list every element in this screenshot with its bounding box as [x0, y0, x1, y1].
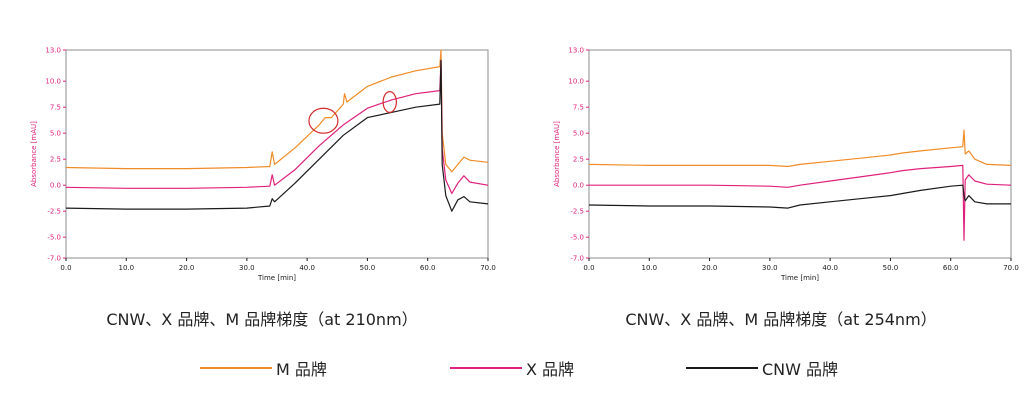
chart-254nm-svg: -7.0 -5.0 -2.5 0.0 2.5 5.0 7.5 10.0 13.0 0.0 10.0 2… — [553, 47, 1019, 283]
left-y-tick-label: 2.5 — [50, 156, 61, 164]
right-series-cnw-line — [588, 184, 1011, 209]
right-x-tick-label: 70.0 — [1003, 264, 1019, 272]
left-y-axis-label: Absorbance [mAU] — [30, 121, 38, 187]
right-y-tick-label: 13.0 — [568, 47, 584, 55]
right-plot-frame — [588, 49, 1012, 259]
left-x-tick-label: 10.0 — [118, 264, 134, 272]
right-y-tick-label: 0.0 — [573, 182, 584, 190]
caption-210nm: CNW、X 品牌、M 品牌梯度（at 210nm） — [106, 310, 418, 329]
legend-swatch-m-brand — [200, 367, 272, 369]
legend-label-cnw-brand: CNW 品牌 — [762, 360, 839, 379]
left-annotation-ellipse-2 — [382, 90, 397, 113]
left-y-tick-label: 5.0 — [50, 130, 61, 138]
right-x-tick-label: 30.0 — [762, 264, 778, 272]
legend-label-x-brand: X 品牌 — [526, 360, 575, 379]
right-y-axis-label: Absorbance [mAU] — [553, 121, 561, 187]
chart-210nm-svg: -7.0 -5.0 -2.5 0.0 2.5 5.0 7.5 10.0 13.0 0.0 10.0 2… — [30, 47, 496, 283]
right-y-tick-label: 2.5 — [573, 156, 584, 164]
chart-254nm: -7.0 -5.0 -2.5 0.0 2.5 5.0 7.5 10.0 13.0 0.0 10.0 2… — [547, 40, 1019, 285]
legend-item-m-brand: M 品牌 — [200, 359, 327, 379]
legend-swatch-cnw-brand — [686, 367, 758, 369]
left-annotation-ellipse-1 — [308, 107, 339, 134]
left-y-tick-label: 10.0 — [45, 78, 61, 86]
left-x-tick-label: 50.0 — [360, 264, 376, 272]
left-y-tick-label: -7.0 — [47, 255, 61, 263]
right-series-m-line — [588, 129, 1012, 168]
left-x-tick-label: 0.0 — [60, 264, 71, 272]
right-x-axis-label: Time [min] — [780, 274, 819, 282]
right-x-tick-label: 60.0 — [943, 264, 959, 272]
left-y-tick-label: 13.0 — [45, 47, 61, 55]
left-x-tick-label: 30.0 — [239, 264, 255, 272]
right-y-tick-label: -7.0 — [570, 255, 584, 263]
right-y-tick-label: 7.5 — [573, 104, 584, 112]
right-x-tick-label: 50.0 — [883, 264, 899, 272]
legend-label-m-brand: M 品牌 — [276, 360, 327, 379]
left-x-tick-label: 60.0 — [420, 264, 436, 272]
left-y-tick-label: -5.0 — [47, 234, 61, 242]
right-x-tick-label: 20.0 — [702, 264, 718, 272]
caption-254nm: CNW、X 品牌、M 品牌梯度（at 254nm） — [625, 310, 937, 329]
right-series-x-line — [589, 164, 1012, 241]
legend-item-cnw-brand: CNW 品牌 — [686, 359, 839, 379]
right-y-tick-label: -5.0 — [570, 234, 584, 242]
left-y-tick-label: 7.5 — [50, 104, 61, 112]
legend-swatch-x-brand — [450, 367, 522, 369]
left-x-tick-label: 40.0 — [299, 264, 315, 272]
left-x-tick-label: 70.0 — [480, 264, 496, 272]
left-y-tick-label: 0.0 — [50, 182, 61, 190]
right-x-tick-label: 10.0 — [641, 264, 657, 272]
right-y-tick-label: 10.0 — [568, 78, 584, 86]
left-series-m-line — [65, 49, 489, 173]
left-plot-frame — [65, 49, 489, 259]
left-series-x-line — [65, 59, 489, 195]
right-x-tick-label: 40.0 — [822, 264, 838, 272]
left-y-tick-label: -2.5 — [47, 208, 61, 216]
right-y-tick-label: -2.5 — [570, 208, 584, 216]
left-x-axis-label: Time [min] — [257, 274, 296, 282]
right-y-tick-label: 5.0 — [573, 130, 584, 138]
left-x-tick-label: 20.0 — [179, 264, 195, 272]
legend-item-x-brand: X 品牌 — [450, 359, 575, 379]
left-series-cnw-line — [65, 59, 489, 212]
chart-210nm: -7.0 -5.0 -2.5 0.0 2.5 5.0 7.5 10.0 13.0 0.0 10.0 2… — [24, 40, 496, 285]
right-x-tick-label: 0.0 — [583, 264, 594, 272]
